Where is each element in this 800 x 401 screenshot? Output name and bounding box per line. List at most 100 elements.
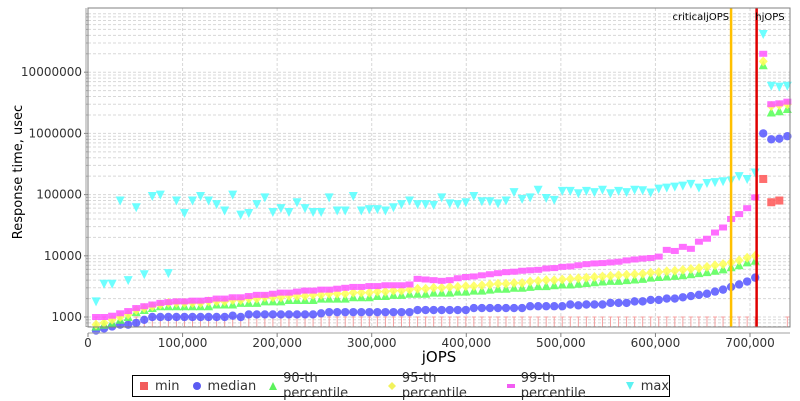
- p95-point: [437, 282, 447, 293]
- median-point: [550, 302, 559, 311]
- median-point: [164, 312, 173, 322]
- p95-point: [750, 250, 760, 261]
- max-point: [123, 276, 133, 286]
- p99-point: [638, 255, 647, 262]
- p99-point: [413, 275, 422, 282]
- p95-point: [597, 271, 607, 282]
- p95-point: [453, 281, 463, 292]
- max-point: [477, 197, 487, 207]
- p90-point: [774, 106, 784, 116]
- max-point: [220, 206, 230, 216]
- max-point: [372, 205, 382, 215]
- legend-item: median: [192, 379, 256, 394]
- median-point: [493, 303, 503, 313]
- plot-frame: [87, 7, 791, 328]
- median-point: [300, 310, 310, 319]
- p99-point: [309, 287, 318, 294]
- max-point: [364, 205, 374, 215]
- p99-point: [518, 267, 527, 274]
- median-point: [525, 302, 535, 311]
- max-point: [541, 193, 551, 203]
- median-point: [196, 312, 205, 322]
- median-point: [477, 303, 487, 313]
- p95-point: [421, 283, 431, 294]
- legend-item: min: [139, 379, 180, 394]
- max-point: [622, 188, 632, 198]
- max-point: [630, 185, 640, 195]
- p99-point: [260, 291, 269, 298]
- max-point: [308, 207, 318, 217]
- median-point: [204, 312, 213, 322]
- median-point: [558, 302, 567, 311]
- x-axis: 0 100,000 200,000 300,000 400,000 500,000 600,…: [84, 332, 790, 350]
- y-tick-label: 10000: [44, 249, 82, 263]
- p99-point: [236, 294, 245, 301]
- p99-point: [132, 305, 141, 312]
- max-point: [485, 197, 495, 207]
- max-point: [702, 178, 712, 188]
- max-point: [533, 185, 543, 195]
- p99-point: [349, 283, 358, 290]
- x-tick-label: 200,000: [252, 336, 302, 350]
- median-point: [509, 303, 519, 313]
- median-point: [421, 305, 430, 315]
- median-point: [172, 312, 181, 322]
- p99-point: [220, 295, 229, 302]
- median-point: [751, 273, 760, 282]
- median-point: [767, 135, 776, 144]
- max-point: [228, 190, 238, 200]
- max-point: [758, 30, 768, 40]
- p99-point: [180, 298, 189, 305]
- max-point: [694, 183, 704, 193]
- median-point: [694, 290, 704, 300]
- max-point: [115, 196, 125, 206]
- max-point: [380, 206, 390, 216]
- p99-point: [276, 289, 285, 296]
- p99-point: [485, 271, 494, 278]
- max-point: [212, 200, 222, 210]
- median-point: [662, 294, 671, 303]
- median-point: [759, 129, 768, 138]
- max-point: [388, 203, 398, 213]
- legend-triangle-icon: [269, 382, 278, 390]
- p95-point: [356, 287, 366, 298]
- min-point: [775, 196, 784, 205]
- p99-point: [453, 275, 462, 282]
- max-point: [646, 188, 656, 198]
- min-point: [767, 198, 776, 207]
- p99-point: [405, 281, 414, 288]
- p95-point: [638, 268, 648, 279]
- max-point: [171, 196, 181, 206]
- p95-point: [364, 287, 374, 298]
- p99-point: [397, 282, 406, 289]
- median-point: [566, 300, 575, 309]
- max-point: [525, 193, 535, 203]
- max-point: [139, 270, 149, 280]
- p95-point: [348, 287, 358, 298]
- p99-point: [534, 266, 543, 273]
- max-point: [718, 177, 728, 187]
- median-point: [236, 312, 245, 322]
- p99-point: [646, 255, 655, 262]
- max-point: [179, 209, 189, 219]
- p99-point: [630, 256, 639, 263]
- median-point: [783, 132, 792, 141]
- p99-point: [252, 291, 261, 298]
- median-point: [188, 312, 197, 322]
- max-point: [324, 193, 334, 203]
- p99-point: [116, 310, 125, 317]
- p95-point: [630, 269, 640, 280]
- p95-point: [469, 281, 479, 292]
- max-point: [549, 195, 559, 205]
- p95-point: [461, 281, 471, 292]
- max-point: [405, 196, 415, 206]
- p95-point: [678, 264, 688, 275]
- median-point: [445, 305, 454, 315]
- median-point: [260, 310, 270, 319]
- max-point: [686, 179, 696, 189]
- max-point: [276, 204, 286, 214]
- max-point: [742, 174, 752, 184]
- jops-markers: criticaljOPS hjOPS: [673, 8, 785, 327]
- x-tick-label: 600,000: [631, 336, 681, 350]
- median-point: [718, 285, 728, 294]
